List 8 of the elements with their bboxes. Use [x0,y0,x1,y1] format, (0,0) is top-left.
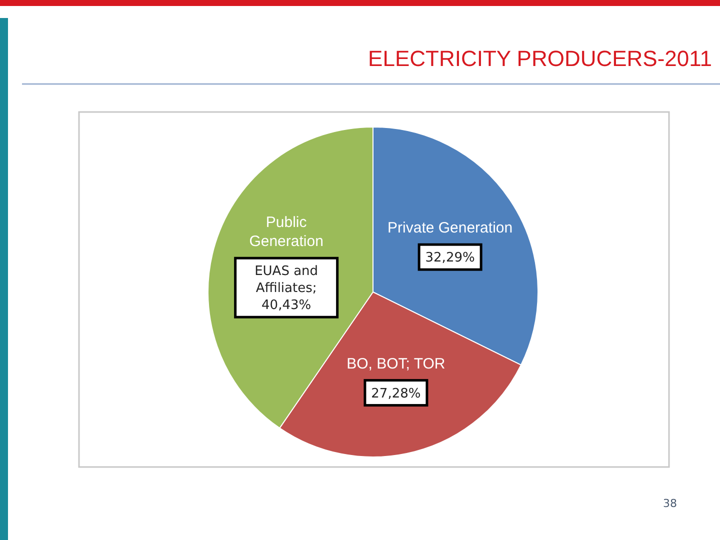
data-label: 27,28% [371,386,421,402]
chart-title: ELECTRICITY PRODUCERS-2011 [368,46,712,71]
text: 38 [663,497,677,510]
slice-label: Public Generation [249,214,324,250]
slice-label: BO, BOT; TOR [346,355,446,372]
slice-label: Private Generation [388,220,513,237]
data-label: 32,29% [425,250,475,266]
data-label: EUAS and Affiliates; 40,43% [254,264,318,314]
